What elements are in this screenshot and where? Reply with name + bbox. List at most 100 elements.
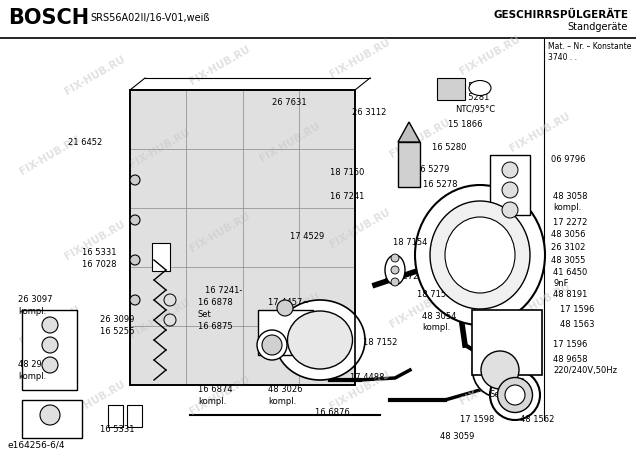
Ellipse shape — [262, 335, 282, 355]
Text: 9nF: 9nF — [553, 279, 569, 288]
Text: 16 5281: 16 5281 — [455, 93, 489, 102]
Text: 41 6450: 41 6450 — [553, 268, 587, 277]
Text: 48 8191: 48 8191 — [553, 290, 588, 299]
Text: FIX-HUB.RU: FIX-HUB.RU — [458, 34, 522, 76]
Text: 16 5280: 16 5280 — [432, 143, 466, 152]
Ellipse shape — [445, 217, 515, 293]
Text: FIX-HUB.RU: FIX-HUB.RU — [508, 111, 572, 153]
Text: FIX-HUB.RU: FIX-HUB.RU — [188, 44, 252, 86]
Ellipse shape — [415, 185, 545, 325]
Bar — [108, 405, 123, 427]
Circle shape — [130, 175, 140, 185]
Bar — [490, 155, 530, 215]
Text: 26 7631: 26 7631 — [272, 98, 307, 107]
Text: 21 6452: 21 6452 — [68, 138, 102, 147]
Text: FIX-HUB.RU: FIX-HUB.RU — [63, 219, 127, 261]
Text: 17 1596: 17 1596 — [560, 305, 595, 314]
Text: kompl.: kompl. — [18, 307, 46, 316]
Text: FIX-HUB.RU: FIX-HUB.RU — [128, 297, 192, 339]
Circle shape — [42, 337, 58, 353]
Text: FIX-HUB.RU: FIX-HUB.RU — [63, 54, 127, 96]
Circle shape — [391, 266, 399, 274]
Text: kompl.: kompl. — [268, 397, 296, 406]
Text: Mat. – Nr. – Konstante: Mat. – Nr. – Konstante — [548, 42, 632, 51]
Ellipse shape — [430, 201, 530, 309]
Circle shape — [391, 254, 399, 262]
Bar — [398, 142, 420, 187]
Text: 48 2937: 48 2937 — [18, 360, 53, 369]
Text: 48 3059: 48 3059 — [440, 432, 474, 441]
Ellipse shape — [469, 81, 491, 95]
Text: 48 9658: 48 9658 — [553, 355, 588, 364]
Ellipse shape — [490, 370, 540, 420]
Text: SRS56A02II/16-V01,weiß: SRS56A02II/16-V01,weiß — [90, 13, 209, 23]
Text: NTC/95°C: NTC/95°C — [455, 104, 495, 113]
Circle shape — [130, 255, 140, 265]
Text: kompl.: kompl. — [553, 203, 581, 212]
Text: FIX-HUB.RU: FIX-HUB.RU — [328, 207, 392, 249]
Text: 18 7153: 18 7153 — [432, 260, 466, 269]
Ellipse shape — [473, 342, 527, 397]
Text: kompl.: kompl. — [18, 372, 46, 381]
Text: 16 5331: 16 5331 — [82, 248, 116, 257]
Ellipse shape — [497, 378, 532, 413]
Text: kompl.: kompl. — [422, 323, 450, 332]
Text: 48 3056: 48 3056 — [551, 230, 586, 239]
Text: 48 3026: 48 3026 — [268, 385, 303, 394]
Text: 17 1596: 17 1596 — [553, 340, 588, 349]
Text: 26 3097: 26 3097 — [18, 295, 53, 304]
Ellipse shape — [481, 351, 519, 389]
Text: FIX-HUB.RU: FIX-HUB.RU — [188, 211, 252, 253]
Text: FIX-HUB.RU: FIX-HUB.RU — [258, 291, 322, 333]
Circle shape — [164, 314, 176, 326]
Text: 48 1562: 48 1562 — [520, 415, 555, 424]
Circle shape — [130, 215, 140, 225]
Text: 16 5331: 16 5331 — [100, 425, 134, 434]
Bar — [152, 243, 170, 271]
Text: 26 3102: 26 3102 — [551, 243, 585, 252]
Text: Standgeräte: Standgeräte — [567, 22, 628, 32]
Bar — [437, 78, 465, 100]
Text: 17 1598: 17 1598 — [460, 415, 494, 424]
Polygon shape — [398, 122, 420, 142]
Text: 17 4529: 17 4529 — [290, 232, 324, 241]
Text: FIX-HUB.RU: FIX-HUB.RU — [18, 304, 82, 346]
Text: 18 7155: 18 7155 — [417, 290, 452, 299]
Circle shape — [502, 202, 518, 218]
Text: FIX-HUB.RU: FIX-HUB.RU — [388, 117, 452, 159]
Text: 220/240V,50Hz: 220/240V,50Hz — [553, 366, 617, 375]
Text: 16 5278: 16 5278 — [423, 180, 457, 189]
Text: 17 4488: 17 4488 — [350, 373, 385, 382]
Text: 18 7154: 18 7154 — [393, 238, 427, 247]
Circle shape — [42, 357, 58, 373]
Text: 48 3054: 48 3054 — [422, 312, 457, 321]
Ellipse shape — [385, 255, 405, 285]
Text: 16 5284: 16 5284 — [455, 82, 489, 91]
Text: 16 7241: 16 7241 — [330, 192, 364, 201]
Text: 16 5279: 16 5279 — [415, 165, 450, 174]
Text: 16 6875: 16 6875 — [198, 322, 233, 331]
Text: 15 1866: 15 1866 — [448, 120, 483, 129]
Ellipse shape — [505, 385, 525, 405]
Ellipse shape — [275, 300, 365, 380]
Text: e164256-6/4: e164256-6/4 — [8, 440, 66, 449]
Polygon shape — [130, 90, 355, 385]
Text: FIX-HUB.RU: FIX-HUB.RU — [128, 126, 192, 169]
Text: 26 3112: 26 3112 — [352, 108, 387, 117]
Circle shape — [40, 405, 60, 425]
Text: FIX-HUB.RU: FIX-HUB.RU — [388, 287, 452, 329]
Circle shape — [502, 182, 518, 198]
Text: 18 7150: 18 7150 — [330, 168, 364, 177]
Text: BOSCH: BOSCH — [8, 8, 89, 28]
Text: FIX-HUB.RU: FIX-HUB.RU — [458, 364, 522, 406]
Text: 17 2272: 17 2272 — [384, 272, 418, 281]
Text: Set: Set — [490, 390, 504, 399]
Text: 18 7152: 18 7152 — [363, 338, 398, 347]
Text: FIX-HUB.RU: FIX-HUB.RU — [328, 36, 392, 79]
Text: 16 6874: 16 6874 — [198, 385, 233, 394]
Text: FIX-HUB.RU: FIX-HUB.RU — [508, 281, 572, 324]
Text: Set: Set — [198, 310, 212, 319]
Text: 16 5256: 16 5256 — [100, 327, 134, 336]
Text: FIX-HUB.RU: FIX-HUB.RU — [458, 201, 522, 243]
Text: 17 2272: 17 2272 — [553, 218, 588, 227]
